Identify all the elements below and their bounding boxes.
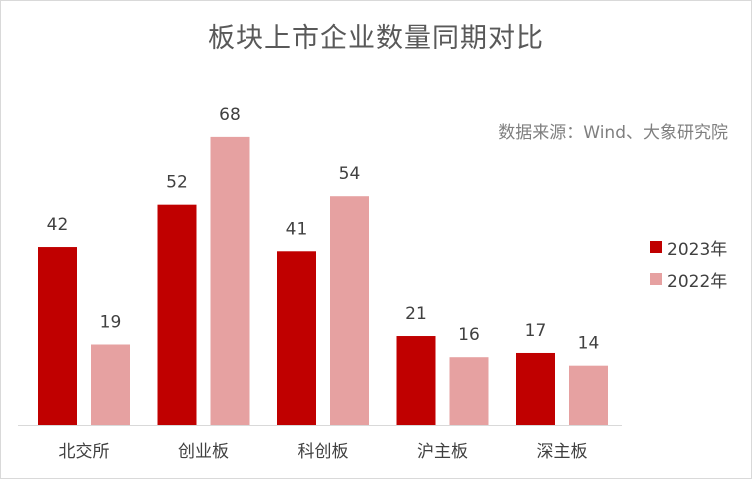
bar-2022-4 — [569, 365, 608, 425]
data-label-2023-1: 52 — [166, 173, 188, 193]
bar-2022-2 — [330, 196, 369, 425]
category-label-3: 沪主板 — [417, 442, 468, 462]
bar-2022-1 — [210, 136, 250, 425]
data-label-2023-0: 42 — [47, 215, 69, 235]
data-label-2022-0: 19 — [100, 312, 122, 332]
data-label-2022-4: 14 — [578, 334, 600, 354]
chart-title: 板块上市企业数量同期对比 — [208, 23, 544, 54]
legend-label-2023: 2023年 — [667, 239, 728, 260]
bar-2023-3 — [396, 336, 436, 425]
bar-2023-0 — [38, 247, 77, 425]
category-label-0: 北交所 — [59, 442, 110, 462]
category-label-1: 创业板 — [178, 442, 229, 462]
chart-legend: 2023年 2022年 — [650, 234, 727, 298]
legend-item-2023: 2023年 — [650, 234, 727, 260]
bar-2023-4 — [516, 352, 555, 425]
category-label-2: 科创板 — [298, 442, 349, 462]
data-label-2023-3: 21 — [405, 304, 427, 324]
bar-2023-1 — [157, 204, 197, 425]
data-label-2023-4: 17 — [525, 321, 547, 341]
source-note: 数据来源：Wind、大象研究院 — [498, 123, 728, 143]
bar-2023-2 — [277, 251, 316, 425]
legend-swatch-2023 — [650, 241, 662, 253]
data-label-2022-1: 68 — [219, 105, 241, 125]
data-label-2022-3: 16 — [458, 325, 480, 345]
data-label-2022-2: 54 — [339, 164, 361, 184]
data-label-2023-2: 41 — [286, 219, 308, 239]
legend-label-2022: 2022年 — [667, 271, 728, 292]
category-label-4: 深主板 — [537, 442, 588, 462]
bar-2022-3 — [449, 357, 489, 425]
legend-item-2022: 2022年 — [650, 266, 727, 292]
legend-swatch-2022 — [650, 273, 662, 285]
bar-2022-0 — [91, 344, 130, 425]
